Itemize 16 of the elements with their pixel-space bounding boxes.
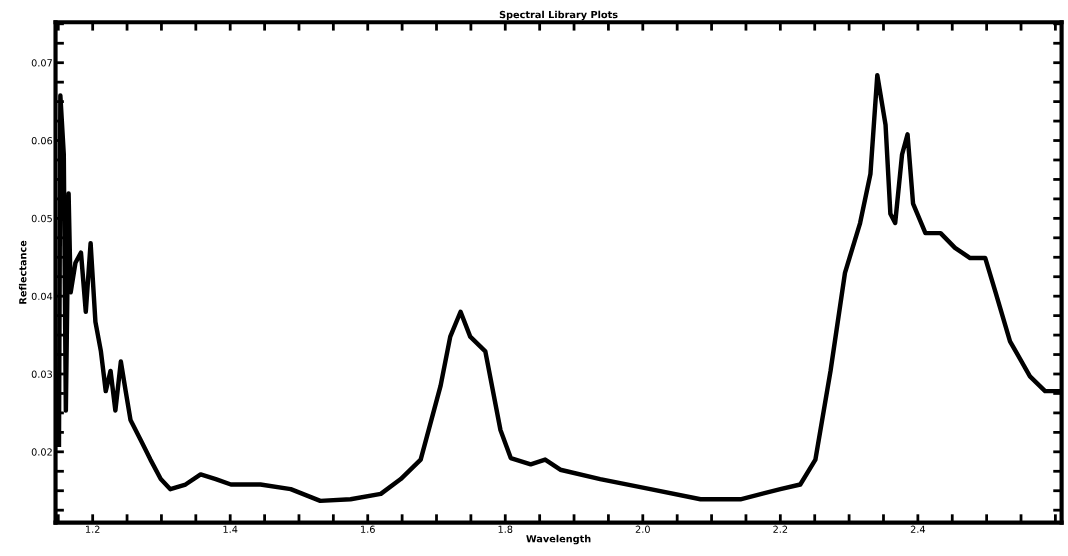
y-tick-label: 0.02 bbox=[31, 448, 52, 456]
x-tick-label: 1.6 bbox=[361, 525, 375, 533]
x-tick-label: 1.8 bbox=[498, 525, 513, 533]
y-tick-label: 0.07 bbox=[31, 59, 52, 67]
x-tick-label: 2.4 bbox=[910, 525, 926, 533]
chart-title: Spectral Library Plots bbox=[499, 10, 618, 21]
y-tick-label: 0.04 bbox=[31, 292, 53, 301]
y-tick-label: 0.06 bbox=[31, 137, 53, 145]
x-axis-title: Wavelength bbox=[526, 534, 591, 545]
y-axis-title: Reflectance bbox=[18, 240, 27, 304]
y-tick-label: 0.03 bbox=[31, 370, 52, 378]
x-tick-label: 1.2 bbox=[86, 525, 100, 533]
x-tick-label: 1.4 bbox=[223, 525, 238, 533]
y-tick-label: 0.05 bbox=[31, 214, 52, 223]
x-tick-label: 2.2 bbox=[773, 525, 788, 533]
x-tick-label: 2.0 bbox=[635, 525, 650, 533]
